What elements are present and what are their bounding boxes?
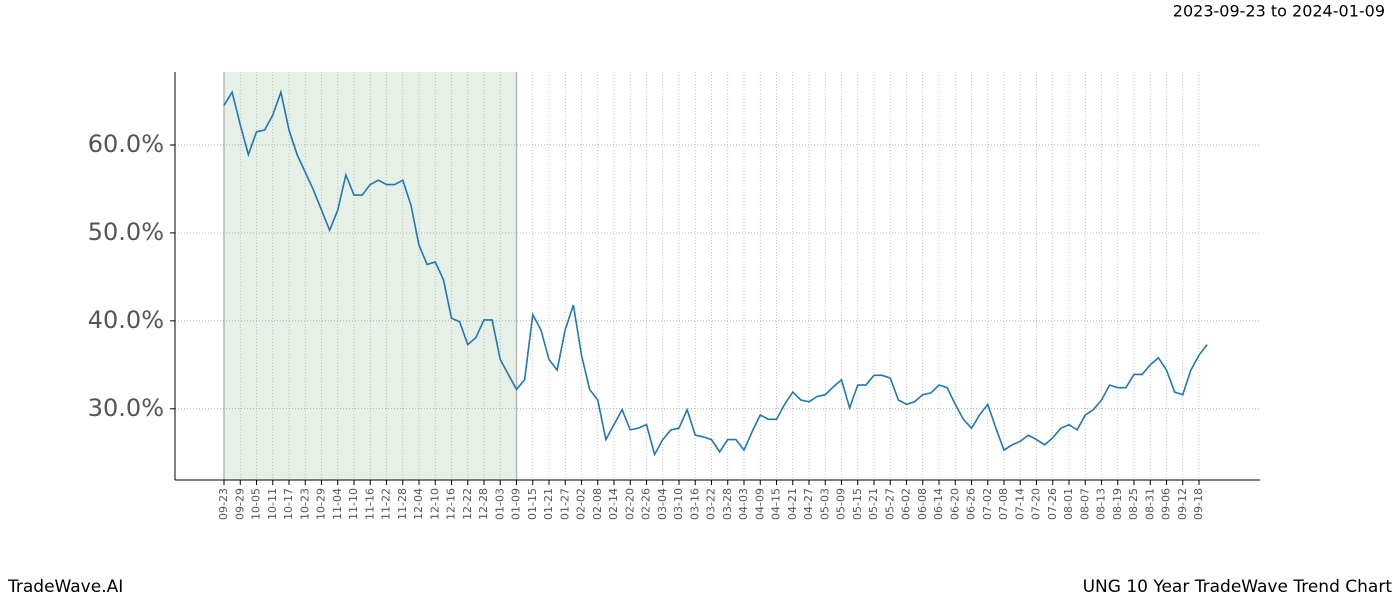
x-tick-label: 03-22 <box>705 488 718 520</box>
x-tick-label: 06-26 <box>965 488 978 520</box>
x-tick-label: 04-03 <box>737 488 750 520</box>
x-tick-label: 04-15 <box>770 488 783 520</box>
x-tick-label: 10-23 <box>298 488 311 520</box>
x-tick-label: 01-09 <box>510 488 523 520</box>
x-tick-label: 10-29 <box>315 488 328 520</box>
x-tick-label: 11-04 <box>331 488 344 520</box>
x-tick-label: 09-06 <box>1160 488 1173 520</box>
x-tick-label: 02-14 <box>607 488 620 520</box>
x-tick-label: 10-05 <box>250 488 263 520</box>
x-tick-label: 01-27 <box>558 488 571 520</box>
y-tick-label: 50.0% <box>88 218 164 246</box>
footer-left: TradeWave.AI <box>7 577 123 597</box>
x-tick-label: 06-14 <box>932 488 945 520</box>
x-tick-label: 08-01 <box>1062 488 1075 520</box>
x-tick-label: 12-10 <box>428 488 441 520</box>
x-tick-label: 08-07 <box>1078 488 1091 520</box>
x-tick-label: 11-16 <box>363 488 376 520</box>
x-tick-label: 03-04 <box>656 488 669 520</box>
y-tick-label: 40.0% <box>88 306 164 334</box>
line <box>223 89 1208 457</box>
x-tick-label: 03-10 <box>672 488 685 520</box>
chart-title: 2023-09-23 to 2024-01-09 <box>1173 2 1385 21</box>
x-tick-label: 07-14 <box>1013 488 1026 520</box>
x-tick-label: 03-28 <box>721 488 734 520</box>
x-tick-label: 08-19 <box>1111 488 1124 520</box>
x-tick-label: 06-20 <box>948 488 961 520</box>
x-tick-label: 02-20 <box>623 488 636 520</box>
x-tick-label: 05-27 <box>883 488 896 520</box>
x-tick-label: 11-22 <box>380 488 393 520</box>
x-tick-label: 06-02 <box>900 488 913 520</box>
x-tick-label: 05-09 <box>835 488 848 520</box>
x-tick-label: 10-17 <box>282 488 295 520</box>
x-tick-label: 07-26 <box>1046 488 1059 520</box>
x-tick-label: 12-04 <box>412 488 425 520</box>
x-tick-label: 05-21 <box>867 488 880 520</box>
x-tick-label: 04-27 <box>802 488 815 520</box>
x-tick-label: 12-16 <box>445 488 458 520</box>
x-tick-label: 06-08 <box>916 488 929 520</box>
x-tick-label: 04-09 <box>753 488 766 520</box>
x-tick-label: 02-08 <box>591 488 604 520</box>
x-tick-label: 05-03 <box>818 488 831 520</box>
x-tick-label: 01-21 <box>542 488 555 520</box>
footer-right: UNG 10 Year TradeWave Trend Chart <box>1083 577 1393 597</box>
y-tick-label: 30.0% <box>88 394 164 422</box>
x-tick-label: 02-26 <box>640 488 653 520</box>
x-tick-label: 07-02 <box>981 488 994 520</box>
x-tick-label: 09-29 <box>233 488 246 520</box>
x-tick-label: 01-15 <box>526 488 539 520</box>
x-tick-label: 09-23 <box>217 488 230 520</box>
x-tick-label: 05-15 <box>851 488 864 520</box>
x-tick-label: 01-03 <box>493 488 506 520</box>
x-tick-label: 07-08 <box>997 488 1010 520</box>
x-tick-label: 12-22 <box>461 488 474 520</box>
x-tick-label: 02-02 <box>575 488 588 520</box>
x-tick-label: 11-28 <box>396 488 409 520</box>
x-tick-label: 04-21 <box>786 488 799 520</box>
x-tick-label: 08-25 <box>1127 488 1140 520</box>
x-tick-label: 11-10 <box>347 488 360 520</box>
x-tick-label: 12-28 <box>477 488 490 520</box>
x-tick-label: 10-11 <box>266 488 279 520</box>
x-tick-label: 09-12 <box>1176 488 1189 520</box>
x-tick-label: 07-20 <box>1030 488 1043 520</box>
x-tick-label: 03-16 <box>688 488 701 520</box>
y-tick-label: 60.0% <box>88 130 164 158</box>
x-tick-label: 08-31 <box>1143 488 1156 520</box>
x-tick-label: 09-18 <box>1192 488 1205 520</box>
x-tick-label: 08-13 <box>1095 488 1108 520</box>
